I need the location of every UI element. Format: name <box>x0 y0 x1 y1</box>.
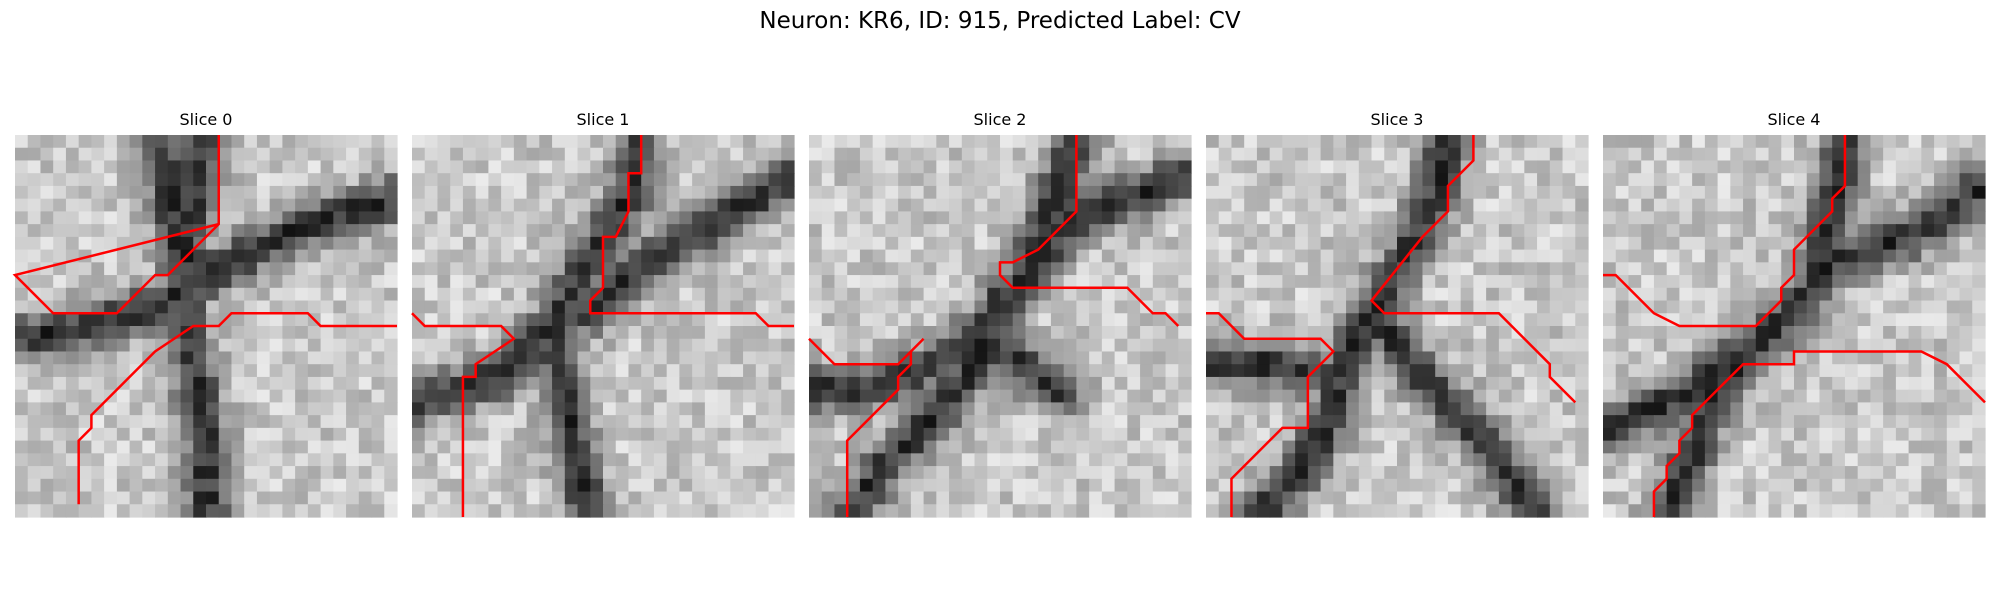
boundary-trace <box>1369 135 1577 404</box>
boundary-trace <box>1206 312 1336 517</box>
slice-image <box>412 135 795 518</box>
slice-panel: Slice 0 <box>12 110 398 518</box>
boundary-trace <box>589 135 794 328</box>
boundary-trace <box>1603 135 1847 328</box>
boundary-trace <box>808 337 925 517</box>
boundary-trace <box>411 312 516 517</box>
boundary-trace <box>12 135 220 315</box>
slice-panel: Slice 2 <box>808 110 1192 518</box>
boundary-trace <box>998 135 1180 327</box>
slice-title: Slice 4 <box>1768 110 1821 129</box>
boundary-trace <box>77 312 397 505</box>
slice-image <box>15 135 398 518</box>
slice-title: Slice 0 <box>180 110 233 129</box>
slice-image <box>809 135 1192 518</box>
slice-panel: Slice 3 <box>1206 110 1589 518</box>
slice-panel: Slice 4 <box>1603 110 1986 518</box>
slice-title: Slice 3 <box>1371 110 1424 129</box>
figure-title: Neuron: KR6, ID: 915, Predicted Label: C… <box>759 8 1241 34</box>
slice-title: Slice 2 <box>974 110 1027 129</box>
slice-image <box>1206 135 1589 518</box>
boundary-trace <box>1652 350 1986 517</box>
slice-image <box>1603 135 1986 518</box>
slice-panel: Slice 1 <box>411 110 795 518</box>
slice-title: Slice 1 <box>577 110 630 129</box>
